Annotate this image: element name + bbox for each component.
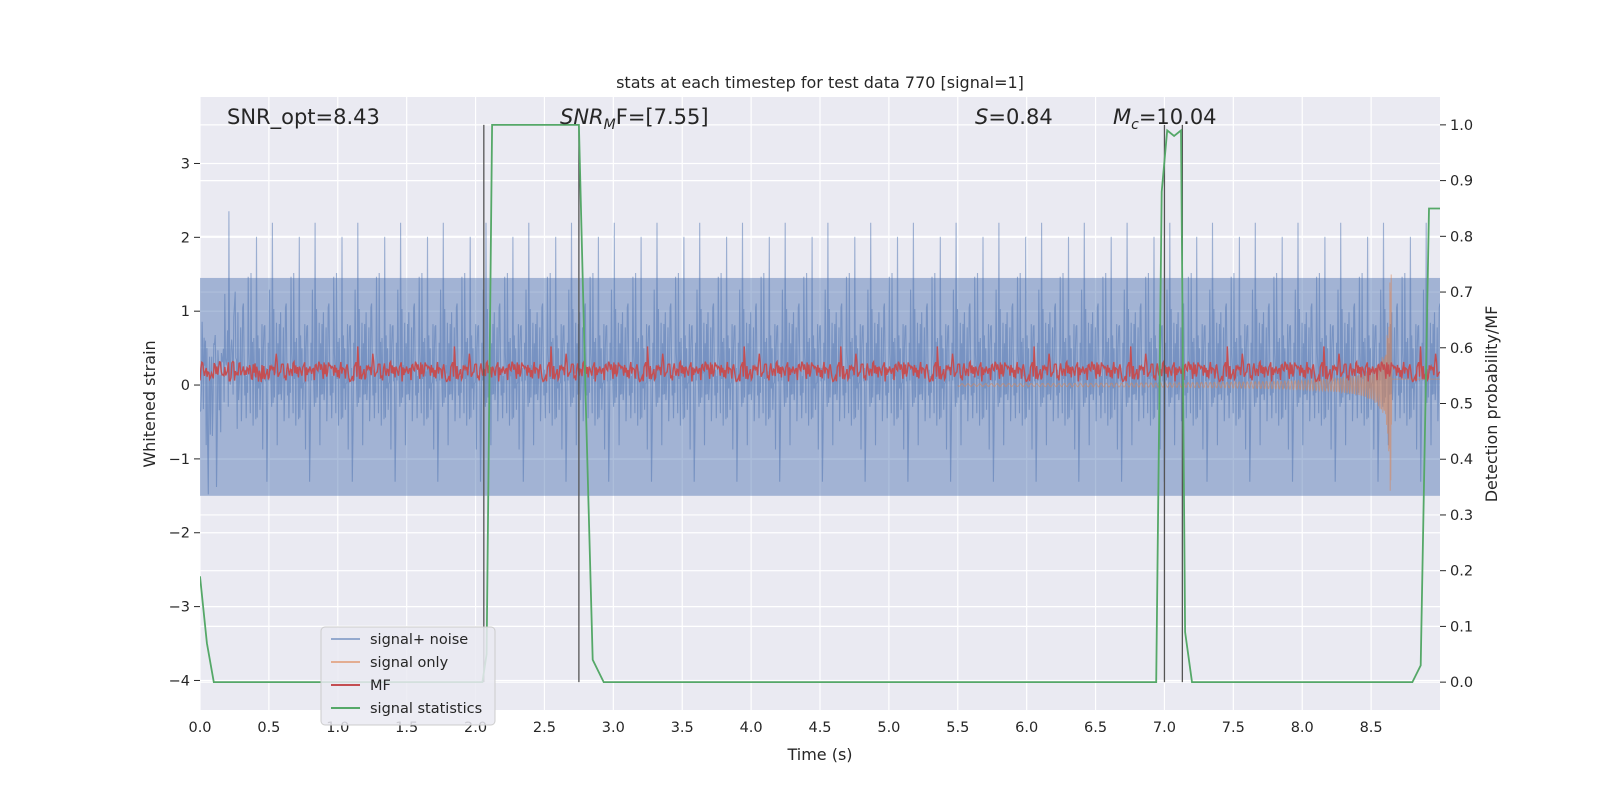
x-tick-label: 4.5 — [808, 720, 831, 736]
mc-main: M — [1113, 105, 1131, 129]
series-signal-only — [957, 274, 1393, 491]
x-tick-label: 2.5 — [533, 720, 556, 736]
y-right-axis-label: Detection probability/MF — [1482, 306, 1501, 503]
y-right-tick-label: 0.8 — [1450, 229, 1473, 245]
s-main: S — [975, 105, 988, 129]
x-axis-label: Time (s) — [786, 745, 852, 764]
x-tick-label: 0.0 — [188, 720, 211, 736]
legend-box — [320, 626, 496, 726]
y-right-tick-label: 0.4 — [1450, 452, 1473, 468]
y-right-tick-label: 0.6 — [1450, 341, 1473, 357]
y-left-axis-label: Whitened strain — [140, 340, 159, 467]
x-tick-label: 3.5 — [671, 720, 694, 736]
annotation-s: S=0.84 — [975, 105, 1053, 129]
x-tick-label: 5.5 — [946, 720, 969, 736]
chart-title: stats at each timestep for test data 770… — [616, 73, 1024, 92]
y-left-tick-label: −2 — [169, 526, 190, 542]
y-left-tick-label: 2 — [181, 230, 190, 246]
y-right-tick-label: 1.0 — [1450, 118, 1473, 134]
y-right-tick-label: 0.0 — [1450, 675, 1473, 691]
x-tick-label: 6.0 — [1015, 720, 1038, 736]
snr-mf-rest: F=[7.55] — [616, 105, 709, 129]
y-right-tick-label: 0.5 — [1450, 397, 1473, 413]
annotation-mc: Mc=10.04 — [1113, 105, 1217, 133]
x-tick-label: 4.0 — [740, 720, 763, 736]
y-left-tick-label: −1 — [169, 452, 190, 468]
x-tick-label: 3.0 — [602, 720, 625, 736]
x-tick-label: 8.5 — [1360, 720, 1383, 736]
snr-mf-main: SNR — [560, 105, 604, 129]
y-left-tick-label: 0 — [181, 378, 190, 394]
y-right-tick-label: 0.2 — [1450, 564, 1473, 580]
series-signal-noise-band — [200, 277, 1440, 496]
x-tick-label: 7.5 — [1222, 720, 1245, 736]
ticks: 0.0 0.5 1.0 1.5 2.0 2.5 3.0 3.5 4.0 4.5 5.0 5.5 6.0 6… — [169, 118, 1473, 736]
y-right-tick-label: 0.9 — [1450, 174, 1473, 190]
legend-label-signal-noise: signal+ noise — [370, 632, 468, 648]
grid — [199, 97, 1440, 710]
annotation-snr-opt: SNR_opt=8.43 — [227, 105, 380, 130]
y-right-tick-label: 0.7 — [1450, 285, 1473, 301]
legend: signal+ noise signal only MF signal stat… — [320, 626, 496, 726]
y-right-tick-label: 0.1 — [1450, 619, 1473, 635]
x-tick-label: 6.5 — [1084, 720, 1107, 736]
y-left-tick-label: 3 — [181, 156, 190, 172]
legend-label-signal-statistics: signal statistics — [370, 701, 482, 717]
y-right-tick-label: 0.3 — [1450, 508, 1473, 524]
y-left-tick-label: −3 — [169, 600, 190, 616]
y-left-tick-label: −4 — [169, 673, 190, 689]
legend-label-signal-only: signal only — [370, 655, 449, 671]
legend-label-mf: MF — [370, 678, 391, 694]
series-mf — [200, 346, 1440, 383]
x-tick-label: 8.0 — [1291, 720, 1314, 736]
x-tick-label: 0.5 — [257, 720, 280, 736]
mc-rest: =10.04 — [1139, 105, 1217, 129]
series-signal-noise — [200, 211, 1440, 495]
x-tick-label: 7.0 — [1153, 720, 1176, 736]
y-left-tick-label: 1 — [181, 304, 190, 320]
annotation-snr-mf: SNRMF=[7.55] — [560, 105, 709, 133]
mc-sub: c — [1131, 117, 1139, 133]
snr-mf-sub: M — [604, 117, 616, 133]
s-rest: =0.84 — [988, 105, 1052, 129]
x-tick-label: 5.0 — [877, 720, 900, 736]
series-layer — [200, 124, 1440, 683]
